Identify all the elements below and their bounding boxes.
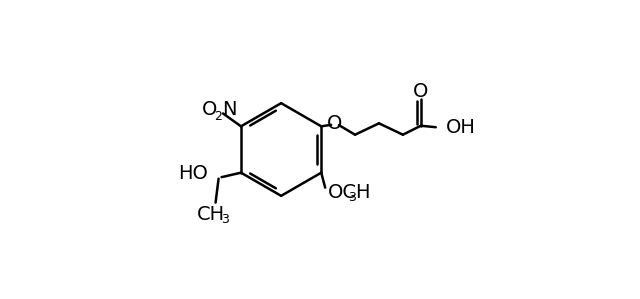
Text: O: O xyxy=(413,82,429,101)
Text: OH: OH xyxy=(445,118,476,137)
Text: 3: 3 xyxy=(221,213,229,226)
Text: O: O xyxy=(202,100,217,119)
Text: O: O xyxy=(327,114,342,133)
Text: 2: 2 xyxy=(214,110,222,123)
Text: OCH: OCH xyxy=(328,183,371,202)
Text: N: N xyxy=(223,100,237,119)
Text: CH: CH xyxy=(197,205,225,224)
Text: HO: HO xyxy=(178,164,208,183)
Text: 3: 3 xyxy=(348,191,356,204)
